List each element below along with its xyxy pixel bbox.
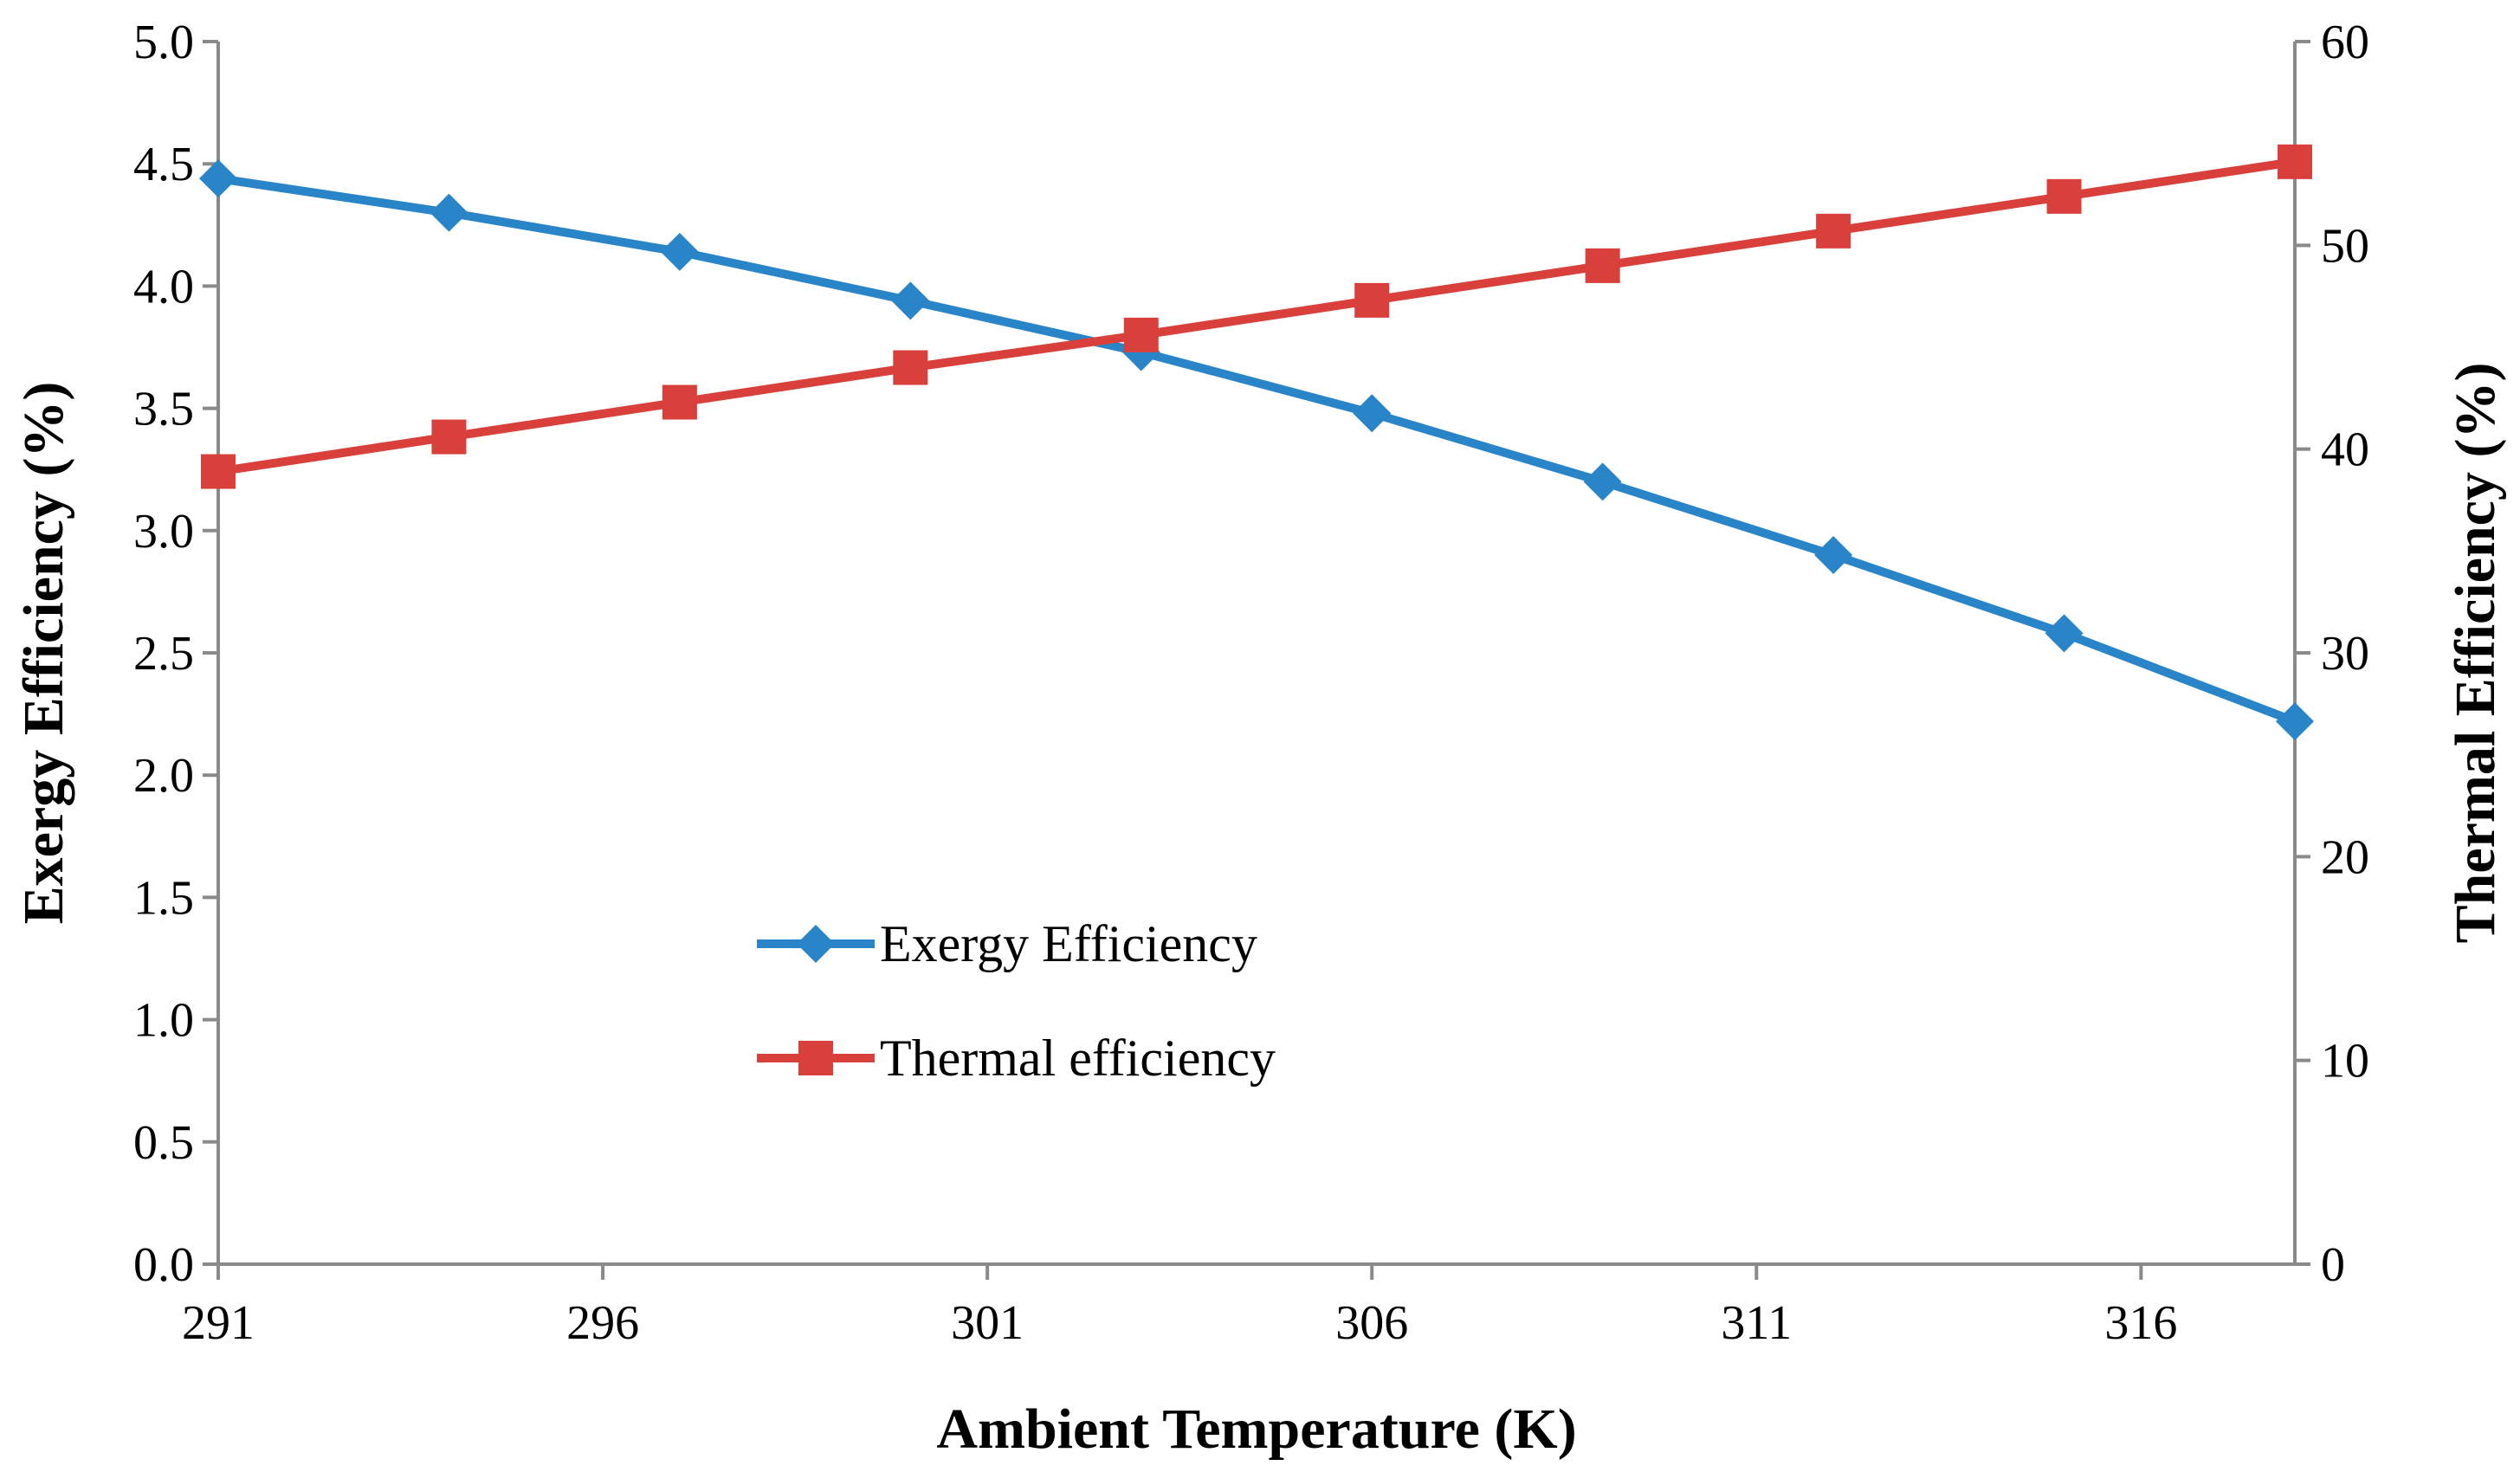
thermal-efficiency-point (1354, 282, 1390, 318)
exergy-efficiency-point (660, 232, 699, 271)
legend-marker (797, 925, 835, 963)
thermal-efficiency-point (662, 384, 697, 420)
thermal-efficiency-point (1123, 317, 1159, 352)
x-tick-label: 311 (1721, 1296, 1792, 1350)
y2-tick-label: 40 (2321, 423, 2369, 477)
exergy-efficiency-point (2045, 614, 2084, 653)
y-tick-label: 0.0 (133, 1238, 194, 1292)
thermal-efficiency-series (201, 144, 2312, 489)
x-tick-label: 301 (951, 1296, 1024, 1350)
y-tick-label: 5.0 (133, 16, 194, 69)
y-tick-label: 3.0 (133, 505, 194, 558)
y2-tick-label: 0 (2321, 1238, 2345, 1292)
y-tick-label: 2.5 (133, 627, 194, 681)
y-tick-label: 3.5 (133, 383, 194, 436)
legend-label: Exergy Efficiency (880, 915, 1257, 972)
y-tick-label: 2.0 (133, 749, 194, 803)
exergy-efficiency-point (1583, 462, 1622, 501)
y-tick-label: 4.0 (133, 260, 194, 313)
x-tick-label: 316 (2104, 1296, 2177, 1350)
legend-marker (798, 1041, 833, 1075)
y2-axis-title: Thermal Efficiency (%) (2444, 363, 2507, 944)
thermal-efficiency-point (201, 454, 236, 489)
y-tick-label: 1.5 (133, 871, 194, 925)
y-tick-label: 1.0 (133, 994, 194, 1048)
x-tick-label: 296 (566, 1296, 639, 1350)
y-axis-title: Exergy Efficiency (%) (12, 382, 75, 925)
y2-tick-label: 30 (2321, 627, 2369, 681)
thermal-efficiency-point (2278, 144, 2312, 179)
legend-item-thermal-efficiency: Thermal efficiency (757, 1030, 1276, 1087)
series-layer (199, 144, 2314, 741)
exergy-efficiency-point (1353, 394, 1392, 433)
x-tick-label: 306 (1335, 1296, 1408, 1350)
thermal-efficiency-point (1585, 248, 1620, 283)
y2-tick-label: 20 (2321, 830, 2369, 884)
legend-label: Thermal efficiency (880, 1030, 1276, 1087)
thermal-efficiency-point (431, 419, 467, 455)
x-axis-title: Ambient Temperature (K) (936, 1398, 1576, 1461)
y-tick-label: 4.5 (133, 138, 194, 191)
x-tick-label: 291 (182, 1296, 255, 1350)
exergy-efficiency-point (430, 193, 468, 232)
exergy-efficiency-point (2276, 702, 2314, 741)
exergy-efficiency-series (199, 159, 2314, 741)
thermal-efficiency-point (1816, 213, 1851, 249)
y2-tick-label: 50 (2321, 219, 2369, 273)
y2-tick-label: 10 (2321, 1035, 2369, 1088)
thermal-efficiency-point (893, 350, 928, 385)
y-tick-label: 0.5 (133, 1116, 194, 1170)
legend-item-exergy-efficiency: Exergy Efficiency (757, 915, 1257, 972)
y2-tick-label: 60 (2321, 16, 2369, 69)
ticks: 0.0 0.5 1.0 1.5 2.0 2.5 3.0 3.5 4.0 4.5 5.0 0 10 20 30… (133, 16, 2369, 1350)
legend: Exergy Efficiency Thermal efficiency (757, 915, 1276, 1087)
exergy-efficiency-point (891, 281, 930, 320)
exergy-efficiency-point (1814, 536, 1853, 575)
thermal-efficiency-point (2046, 178, 2082, 214)
exergy-efficiency-line (214, 174, 2299, 726)
exergy-efficiency-point (199, 159, 237, 198)
thermal-efficiency-line (214, 157, 2299, 476)
